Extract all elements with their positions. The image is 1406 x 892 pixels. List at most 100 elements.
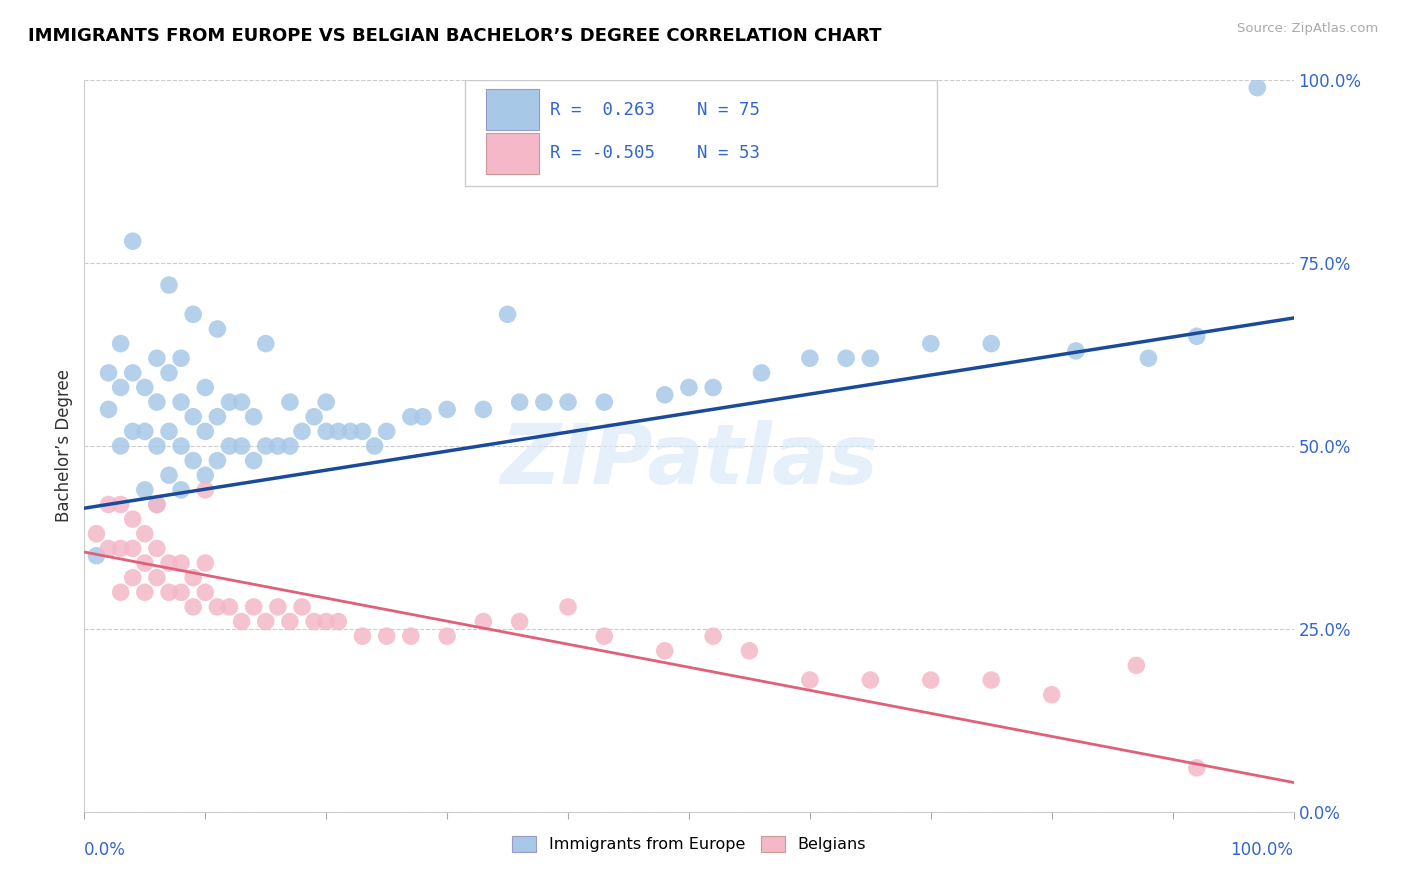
- Point: [702, 380, 724, 394]
- Text: 0.0%: 0.0%: [84, 841, 127, 859]
- Point: [859, 351, 882, 366]
- Point: [654, 388, 676, 402]
- Point: [181, 599, 204, 614]
- Text: IMMIGRANTS FROM EUROPE VS BELGIAN BACHELOR’S DEGREE CORRELATION CHART: IMMIGRANTS FROM EUROPE VS BELGIAN BACHEL…: [28, 27, 882, 45]
- Point: [231, 615, 253, 629]
- Point: [194, 425, 217, 439]
- Point: [799, 351, 821, 366]
- Point: [207, 599, 229, 614]
- Point: [110, 498, 132, 512]
- Point: [157, 556, 180, 570]
- Point: [315, 395, 337, 409]
- Point: [375, 629, 398, 643]
- Point: [242, 453, 264, 467]
- Point: [97, 498, 120, 512]
- Point: [207, 322, 229, 336]
- Point: [496, 307, 519, 321]
- Point: [920, 336, 942, 351]
- Point: [315, 615, 337, 629]
- Point: [399, 629, 422, 643]
- Point: [509, 615, 531, 629]
- Point: [110, 336, 132, 351]
- Point: [181, 571, 204, 585]
- Point: [181, 409, 204, 424]
- Point: [134, 556, 156, 570]
- Point: [146, 541, 169, 556]
- Point: [110, 541, 132, 556]
- FancyBboxPatch shape: [465, 80, 936, 186]
- Text: R =  0.263    N = 75: R = 0.263 N = 75: [550, 101, 759, 119]
- FancyBboxPatch shape: [486, 133, 538, 174]
- Point: [146, 439, 169, 453]
- Point: [278, 395, 301, 409]
- Point: [170, 585, 193, 599]
- Point: [121, 425, 143, 439]
- Point: [170, 483, 193, 497]
- Point: [859, 673, 882, 687]
- Point: [170, 439, 193, 453]
- Point: [121, 234, 143, 248]
- Point: [278, 615, 301, 629]
- Point: [254, 615, 277, 629]
- Point: [702, 629, 724, 643]
- Point: [1246, 80, 1268, 95]
- Point: [254, 439, 277, 453]
- Point: [799, 673, 821, 687]
- Point: [291, 425, 314, 439]
- Text: R = -0.505    N = 53: R = -0.505 N = 53: [550, 145, 759, 162]
- Point: [110, 585, 132, 599]
- Point: [472, 402, 495, 417]
- Point: [194, 468, 217, 483]
- Point: [835, 351, 858, 366]
- Point: [593, 629, 616, 643]
- Point: [194, 585, 217, 599]
- Point: [302, 409, 325, 424]
- Point: [146, 395, 169, 409]
- Point: [267, 599, 290, 614]
- Point: [328, 425, 350, 439]
- Point: [231, 439, 253, 453]
- Point: [97, 402, 120, 417]
- Point: [920, 673, 942, 687]
- Point: [121, 366, 143, 380]
- Point: [242, 599, 264, 614]
- Point: [181, 307, 204, 321]
- Point: [557, 599, 579, 614]
- Point: [557, 395, 579, 409]
- Point: [1040, 688, 1063, 702]
- FancyBboxPatch shape: [486, 89, 538, 130]
- Point: [146, 571, 169, 585]
- Point: [134, 425, 156, 439]
- Point: [231, 395, 253, 409]
- Point: [97, 366, 120, 380]
- Point: [218, 439, 240, 453]
- Point: [110, 380, 132, 394]
- Point: [1064, 343, 1087, 358]
- Point: [593, 395, 616, 409]
- Point: [363, 439, 385, 453]
- Point: [194, 556, 217, 570]
- Point: [1125, 658, 1147, 673]
- Point: [436, 402, 458, 417]
- Point: [654, 644, 676, 658]
- Point: [278, 439, 301, 453]
- Legend: Immigrants from Europe, Belgians: Immigrants from Europe, Belgians: [505, 830, 873, 859]
- Point: [207, 453, 229, 467]
- Point: [509, 395, 531, 409]
- Point: [194, 483, 217, 497]
- Point: [472, 615, 495, 629]
- Y-axis label: Bachelor’s Degree: Bachelor’s Degree: [55, 369, 73, 523]
- Point: [267, 439, 290, 453]
- Point: [399, 409, 422, 424]
- Point: [339, 425, 361, 439]
- Point: [533, 395, 555, 409]
- Point: [352, 425, 374, 439]
- Point: [291, 599, 314, 614]
- Point: [980, 336, 1002, 351]
- Point: [157, 366, 180, 380]
- Point: [110, 439, 132, 453]
- Point: [678, 380, 700, 394]
- Point: [194, 380, 217, 394]
- Point: [134, 483, 156, 497]
- Point: [86, 549, 108, 563]
